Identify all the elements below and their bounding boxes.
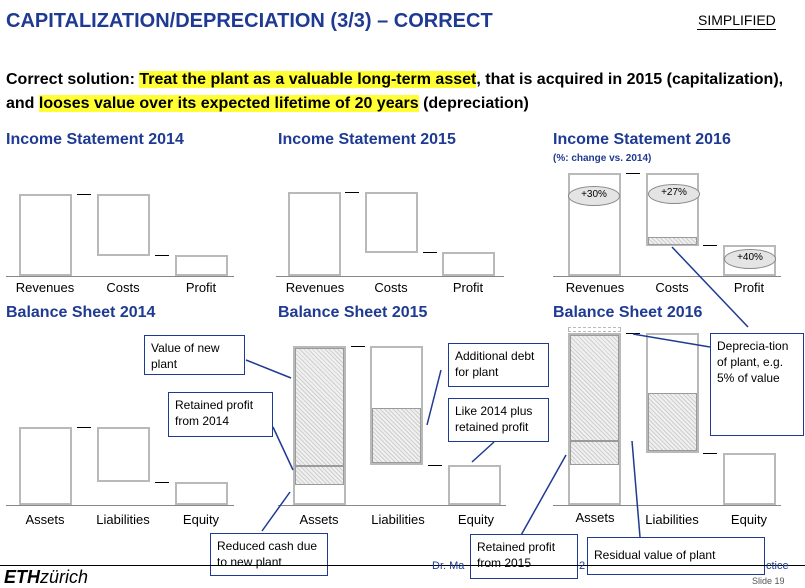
callout-reduced-cash: Reduced cash due to new plant (210, 533, 328, 576)
axis-line (6, 276, 234, 277)
slide-title: CAPITALIZATION/DEPRECIATION (3/3) – CORR… (6, 10, 493, 32)
equity-label: Equity (457, 512, 495, 527)
footer-presenter: Dr. Ma (432, 560, 465, 572)
costs-label: Costs (106, 280, 140, 295)
profit-change-pill: +40% (724, 249, 776, 269)
level-marker (155, 255, 169, 256)
balance-2016-title: Balance Sheet 2016 (553, 304, 703, 321)
costs-bar (97, 194, 150, 256)
callout-retained-2014: Retained profit from 2014 (168, 392, 273, 437)
depreciation-cost-segment (648, 237, 697, 245)
level-marker (345, 192, 359, 193)
slide-number: Slide 19 (752, 576, 785, 586)
level-marker (626, 333, 640, 334)
callout-depreciation: Deprecia-tion of plant, e.g. 5% of value (710, 333, 804, 436)
intro-highlight-2: looses value over its expected lifetime … (38, 95, 419, 112)
additional-debt-segment (372, 408, 421, 463)
liabilities-label: Liabilities (96, 512, 150, 527)
intro-part-3: (depreciation) (418, 95, 529, 112)
eth-logo: ETHzürich (4, 567, 88, 588)
assets-label: Assets (299, 512, 339, 527)
footer-divider (0, 565, 805, 566)
balance-2014-title: Balance Sheet 2014 (6, 304, 156, 321)
balance-2015-title: Balance Sheet 2015 (278, 304, 428, 321)
logo-eth: ETH (4, 567, 40, 587)
level-marker (703, 453, 717, 454)
income-2014-title: Income Statement 2014 (6, 131, 184, 148)
footer-course: ctice (766, 560, 789, 572)
intro-highlight-1: Treat the plant as a valuable long-term … (139, 71, 477, 88)
costs-change-pill: +27% (648, 184, 700, 204)
assets-bar (19, 427, 72, 505)
level-marker (77, 427, 91, 428)
level-marker (703, 245, 717, 246)
income-2015-title: Income Statement 2015 (278, 131, 456, 148)
profit-label: Profit (733, 280, 765, 295)
level-marker (77, 194, 91, 195)
equity-bar (448, 465, 501, 505)
level-marker (428, 465, 442, 466)
intro-part-2: , that is acquired in 2015 (capitalizati… (6, 71, 784, 112)
costs-label: Costs (655, 280, 689, 295)
revenues-label: Revenues (565, 280, 625, 295)
callout-like-2014: Like 2014 plus retained profit (448, 398, 549, 442)
assets-label: Assets (25, 512, 65, 527)
level-marker (351, 346, 365, 347)
level-marker (423, 252, 437, 253)
income-2016-title: Income Statement 2016 (553, 131, 731, 148)
plant-debt-segment (648, 393, 697, 451)
retained-profit-segment (570, 441, 619, 465)
level-marker (626, 173, 640, 174)
liabilities-bar (97, 427, 150, 482)
axis-line (276, 276, 504, 277)
footer-mid: 2 (579, 560, 586, 572)
liabilities-label: Liabilities (371, 512, 425, 527)
revenues-bar (19, 194, 72, 276)
assets-label: Assets (575, 510, 615, 525)
equity-bar (723, 453, 776, 505)
callout-retained-2015: Retained profit from 2015 (470, 534, 578, 579)
profit-bar (175, 255, 228, 276)
level-marker (155, 482, 169, 483)
equity-label: Equity (730, 512, 768, 527)
profit-bar (442, 252, 495, 276)
axis-line (553, 505, 781, 506)
revenues-bar (288, 192, 341, 276)
profit-label: Profit (452, 280, 484, 295)
callout-additional-debt: Additional debt for plant (448, 343, 549, 387)
intro-text: Correct solution: Treat the plant as a v… (6, 68, 801, 116)
revenues-change-pill: +30% (568, 186, 620, 206)
liabilities-label: Liabilities (645, 512, 699, 527)
equity-label: Equity (182, 512, 220, 527)
depreciated-portion-outline (568, 327, 621, 332)
costs-label: Costs (374, 280, 408, 295)
residual-plant-value-segment (570, 335, 619, 441)
revenues-label: Revenues (285, 280, 345, 295)
callout-value-new-plant: Value of new plant (144, 335, 245, 375)
axis-line (6, 505, 234, 506)
profit-label: Profit (185, 280, 217, 295)
plant-value-segment (295, 348, 344, 466)
intro-part-1: Correct solution: (6, 71, 140, 88)
logo-zurich: zürich (40, 567, 89, 587)
retained-profit-segment (295, 466, 344, 485)
callout-residual-value: Residual value of plant (587, 537, 765, 575)
axis-line (553, 276, 781, 277)
equity-bar (175, 482, 228, 505)
costs-bar (365, 192, 418, 253)
axis-line (278, 505, 506, 506)
income-2016-note: (%: change vs. 2014) (553, 153, 652, 164)
revenues-label: Revenues (15, 280, 75, 295)
simplified-badge: SIMPLIFIED (697, 12, 776, 30)
